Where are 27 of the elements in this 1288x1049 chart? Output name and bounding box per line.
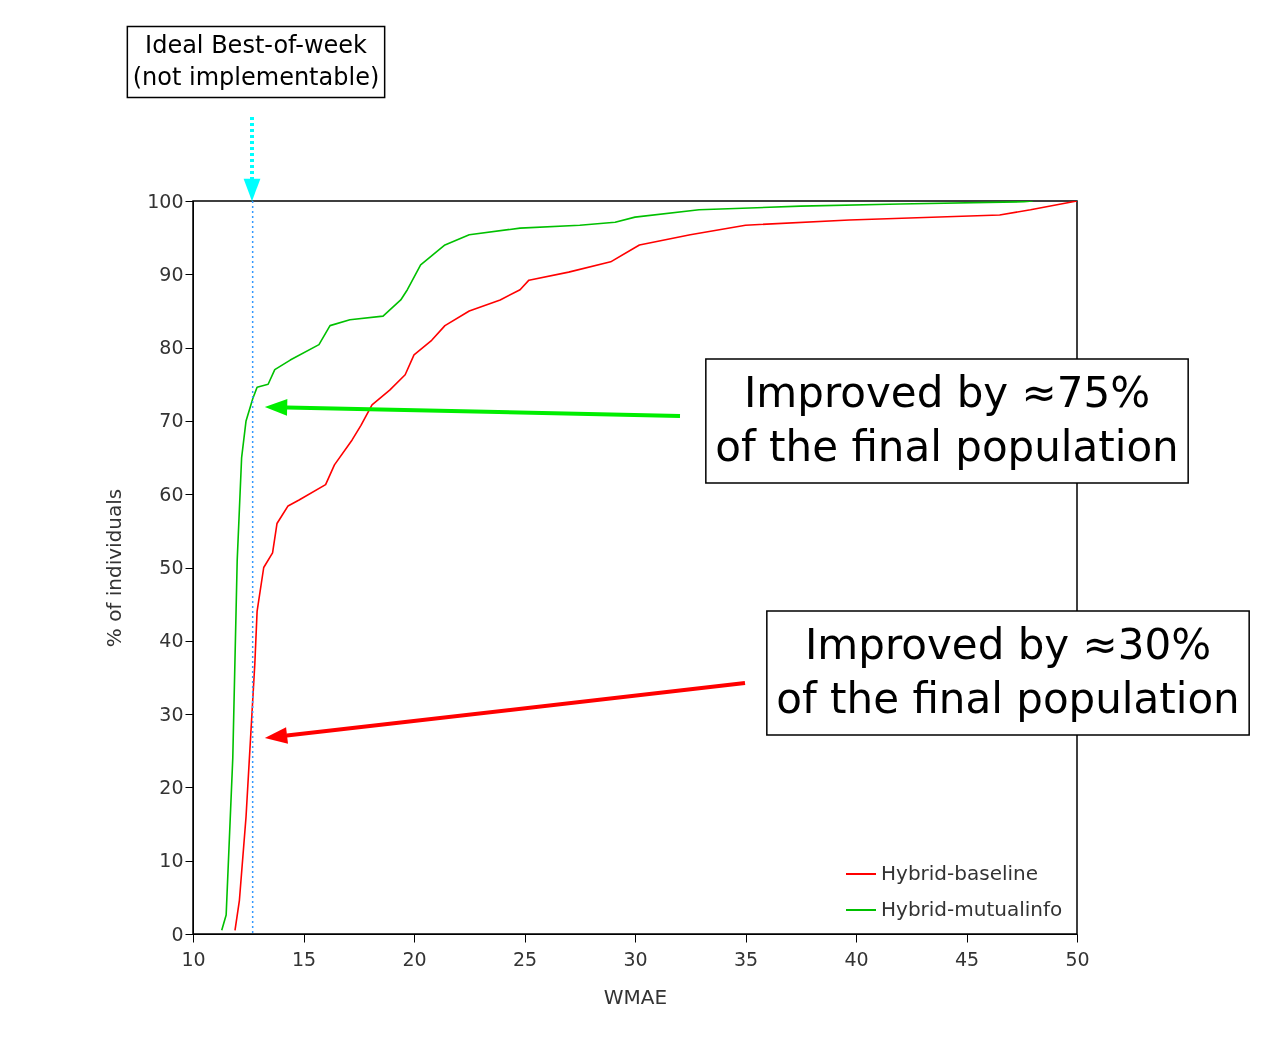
y-tick-label: 20 xyxy=(159,775,184,798)
y-tick-label: 60 xyxy=(159,482,184,505)
legend-label: Hybrid-baseline xyxy=(881,861,1039,885)
x-tick-label: 40 xyxy=(844,947,869,970)
x-tick-label: 50 xyxy=(1065,947,1090,970)
y-tick-label: 50 xyxy=(159,556,184,578)
annotation: Improved by ≈75% of the final population xyxy=(715,367,1179,472)
text: Ideal Best-of-week (not implementable) xyxy=(132,31,380,91)
y-axis-title: % of individuals xyxy=(102,488,127,648)
y-tick-label: 80 xyxy=(159,336,184,359)
x-axis-title: WMAE xyxy=(603,984,668,1009)
x-tick-label: 15 xyxy=(291,947,317,970)
y-tick-label: 40 xyxy=(159,629,184,652)
y-tick-label: 30 xyxy=(159,702,184,725)
x-tick-label: 35 xyxy=(733,947,759,970)
y-tick-label: 0 xyxy=(171,922,184,945)
x-tick-label: 45 xyxy=(954,947,980,970)
y-tick-label: 70 xyxy=(159,409,184,432)
x-tick-label: 25 xyxy=(512,947,538,970)
y-tick-label: 10 xyxy=(159,849,184,872)
y-tick-label: 100 xyxy=(147,189,184,212)
x-tick-label: 20 xyxy=(402,947,427,970)
annotation: Improved by ≈30% of the final population xyxy=(776,619,1240,724)
x-tick-label: 30 xyxy=(623,947,648,970)
legend-label: Hybrid-mutualinfo xyxy=(881,897,1063,921)
x-tick-label: 10 xyxy=(181,947,206,970)
y-tick-label: 90 xyxy=(159,262,184,285)
